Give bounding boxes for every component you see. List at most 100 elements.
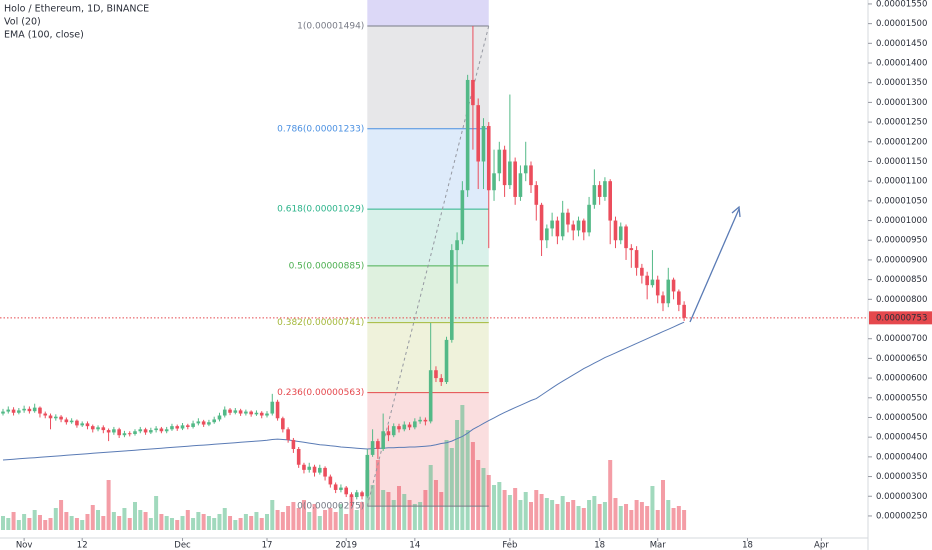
fib-level-label: 0.786(0.00001233) [277, 124, 364, 134]
candle-body [481, 126, 486, 162]
volume-bar [386, 492, 391, 530]
candle-body [1, 411, 5, 414]
candle-body [138, 429, 143, 432]
candle-body [59, 416, 63, 420]
volume-bar [154, 496, 159, 530]
volume-bar [460, 405, 465, 530]
candle-body [407, 424, 412, 428]
volume-bar [85, 514, 90, 530]
volume-bar [381, 490, 386, 530]
volume-bar [502, 490, 507, 530]
candle-body [254, 412, 259, 415]
volume-bar [481, 468, 486, 530]
candle-body [508, 161, 512, 186]
chart-title: Holo / Ethereum, 1D, BINANCE [4, 4, 149, 15]
volume-bar [571, 500, 576, 530]
x-tick-label: Nov [16, 541, 33, 550]
candle-body [244, 411, 248, 414]
candle-body [608, 181, 612, 221]
y-tick-label: 0.00001550 [876, 0, 927, 9]
volume-bar [143, 512, 148, 530]
candle-body [645, 275, 649, 286]
y-tick-label: 0.00000350 [876, 472, 927, 482]
y-tick-label: 0.00000650 [876, 354, 927, 364]
volume-bar [391, 500, 396, 530]
volume-bar [587, 500, 592, 530]
y-tick-label: 0.00001200 [876, 137, 927, 147]
candle-body [465, 79, 470, 191]
volume-bar [164, 516, 169, 530]
candle-body [471, 79, 475, 106]
candle-body [370, 441, 375, 455]
volume-bar [1, 516, 5, 530]
candle-body [69, 420, 74, 423]
candle-body [212, 419, 216, 423]
volume-bar [645, 506, 650, 530]
volume-bar [433, 480, 438, 530]
candle-body [96, 427, 100, 430]
volume-bar [301, 500, 306, 530]
x-tick-label: 12 [77, 541, 88, 550]
volume-bar [671, 508, 676, 530]
candle-body [381, 431, 385, 449]
volume-bar [127, 518, 132, 530]
candle-body [560, 212, 565, 237]
candle-body [17, 410, 21, 413]
volume-bar [180, 516, 185, 530]
fib-level-label: 0.382(0.00000741) [277, 318, 364, 328]
fib-level-label: 1(0.00001494) [297, 21, 364, 31]
candle-body [450, 250, 454, 340]
y-tick-label: 0.00000450 [876, 433, 927, 443]
volume-bar [613, 498, 618, 530]
fib-level-label: 0.236(0.00000563) [277, 388, 364, 398]
candle-body [534, 185, 539, 205]
volume-bar [196, 512, 201, 530]
x-tick-label: 14 [409, 541, 420, 550]
candle-body [196, 421, 201, 424]
volume-bar [228, 516, 233, 530]
candle-body [122, 433, 127, 436]
volume-bar [296, 508, 301, 530]
volume-bar [206, 516, 211, 530]
volume-bar [370, 485, 375, 530]
candle-body [402, 424, 407, 430]
candle-body [655, 279, 660, 296]
candle-body [666, 279, 671, 304]
volume-bar [581, 508, 586, 530]
candle-body [127, 433, 132, 435]
candle-body [344, 487, 348, 495]
candle-body [460, 190, 465, 241]
candle-body [186, 425, 190, 427]
candle-body [439, 378, 444, 383]
candle-body [265, 413, 269, 416]
y-tick-label: 0.00001400 [876, 59, 927, 69]
candle-body [523, 165, 528, 174]
candle-body [328, 476, 333, 485]
candle-body [349, 494, 354, 498]
volume-bar [6, 518, 11, 530]
y-tick-label: 0.00000900 [876, 255, 927, 265]
last-price-badge [869, 311, 932, 325]
volume-bar [650, 486, 655, 530]
y-tick-label: 0.00001350 [876, 78, 927, 88]
volume-bar [375, 460, 380, 530]
candle-body [502, 149, 507, 186]
candle-body [492, 173, 496, 191]
candle-body [64, 419, 69, 423]
volume-bar [101, 516, 106, 530]
volume-bar [418, 502, 423, 530]
candle-body [291, 439, 296, 449]
y-tick-label: 0.00000850 [876, 275, 927, 285]
candle-body [545, 228, 549, 241]
volume-bar [233, 520, 238, 530]
candle-body [360, 492, 364, 497]
candle-body [302, 464, 306, 470]
volume-bar [159, 514, 164, 530]
candle-body [217, 415, 222, 420]
volume-bar [265, 514, 269, 530]
volume-bar [69, 516, 74, 530]
y-tick-label: 0.00001250 [876, 118, 927, 128]
volume-bar [90, 505, 95, 530]
